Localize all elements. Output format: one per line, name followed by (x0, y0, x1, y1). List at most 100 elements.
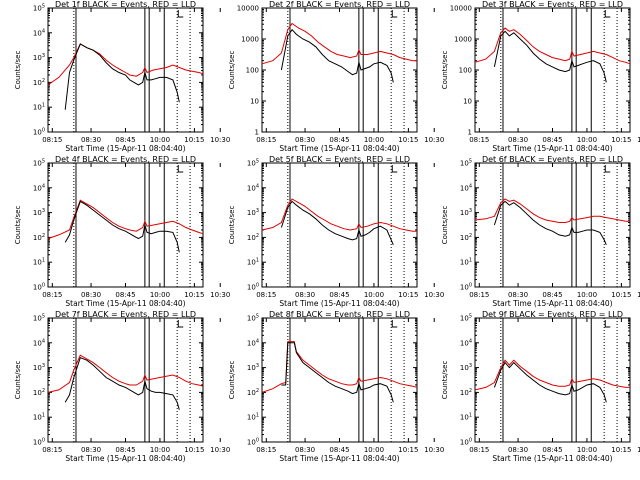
x-tick-label: 08:30 (295, 446, 315, 454)
panel-title: Det 8f BLACK = Events, RED = LLD (269, 310, 410, 319)
y-tick-label: 101 (33, 413, 45, 422)
x-tick-label: 08:30 (508, 136, 528, 144)
x-tick-label: 10:00 (577, 446, 597, 454)
events-series-line (64, 200, 180, 253)
x-axis-label: Start Time (15-Apr-11 08:04:40) (279, 299, 399, 308)
panel-8: Det 8f BLACK = Events, RED = LLD 100 101 10… (228, 310, 444, 463)
y-tick-label: 100 (247, 438, 259, 447)
x-tick-label: 08:15 (42, 291, 62, 299)
x-tick-label: 08:45 (115, 446, 135, 454)
y-tick-label: 105 (247, 314, 259, 323)
y-tick-label: 101 (460, 413, 472, 422)
x-tick-label: 10:00 (150, 291, 170, 299)
x-tick-label: 10:30 (424, 446, 444, 454)
y-tick-label: 100 (33, 128, 45, 137)
y-axis-label: Counts/sec (228, 51, 236, 90)
x-tick-label: 10:30 (637, 291, 640, 299)
y-tick-label: 100 (33, 283, 45, 292)
lld-series-line (47, 43, 204, 86)
x-tick-label: 08:45 (542, 446, 562, 454)
y-tick-label: 102 (33, 233, 45, 242)
plot-frame (47, 7, 204, 133)
x-axis-label: Start Time (15-Apr-11 08:04:40) (279, 454, 399, 463)
x-tick-label: 08:30 (295, 136, 315, 144)
y-tick-label: 104 (33, 338, 45, 347)
x-tick-label: 10:30 (637, 446, 640, 454)
y-axis-label: Counts/sec (14, 51, 22, 90)
lld-series-line (261, 341, 418, 393)
x-tick-label: 08:15 (256, 291, 276, 299)
x-tick-label: 08:45 (542, 136, 562, 144)
plot-frame (474, 7, 631, 133)
y-axis-label: Counts/sec (228, 206, 236, 245)
corner-marker (391, 320, 398, 328)
y-tick-label: 10 (463, 98, 472, 106)
y-tick-label: 100 (246, 67, 259, 75)
panel-title: Det 5f BLACK = Events, RED = LLD (269, 155, 410, 164)
panel-title: Det 9f BLACK = Events, RED = LLD (482, 310, 623, 319)
x-tick-label: 08:15 (256, 136, 276, 144)
y-tick-label: 105 (460, 314, 472, 323)
events-series-line (493, 30, 607, 83)
x-tick-label: 10:15 (398, 291, 418, 299)
x-tick-label: 10:30 (424, 291, 444, 299)
y-tick-label: 105 (33, 314, 45, 323)
y-tick-label: 100 (33, 438, 45, 447)
x-tick-label: 10:15 (184, 446, 204, 454)
panel-title: Det 2f BLACK = Events, RED = LLD (269, 0, 410, 9)
x-tick-label: 08:15 (256, 446, 276, 454)
y-tick-label: 1000 (241, 36, 259, 44)
x-tick-label: 10:15 (184, 291, 204, 299)
x-axis-label: Start Time (15-Apr-11 08:04:40) (279, 144, 399, 153)
events-series-line (64, 43, 180, 110)
lld-series-line (261, 198, 417, 232)
x-axis-label: Start Time (15-Apr-11 08:04:40) (492, 454, 612, 463)
y-axis-label: Counts/sec (441, 361, 449, 400)
y-tick-label: 103 (247, 208, 259, 217)
x-tick-label: 10:00 (577, 136, 597, 144)
y-axis-label: Counts/sec (441, 51, 449, 90)
y-tick-label: 103 (33, 53, 45, 62)
x-tick-label: 08:45 (115, 136, 135, 144)
x-tick-label: 08:30 (81, 446, 101, 454)
plot-frame (261, 7, 418, 133)
y-tick-label: 105 (460, 159, 472, 168)
y-tick-label: 100 (460, 283, 472, 292)
x-tick-label: 10:15 (398, 136, 418, 144)
x-tick-label: 08:45 (542, 291, 562, 299)
y-tick-label: 101 (33, 258, 45, 267)
corner-marker (391, 165, 398, 173)
x-tick-label: 10:15 (611, 136, 631, 144)
panel-title: Det 7f BLACK = Events, RED = LLD (55, 310, 196, 319)
events-series-line (493, 361, 607, 403)
y-tick-label: 102 (33, 388, 45, 397)
y-tick-label: 1000 (454, 36, 472, 44)
lld-series-line (261, 22, 417, 65)
panel-2: Det 2f BLACK = Events, RED = LLD 1 10 100 10… (228, 0, 444, 153)
x-tick-label: 08:15 (42, 446, 62, 454)
y-axis-label: Counts/sec (14, 206, 22, 245)
panel-title: Det 4f BLACK = Events, RED = LLD (55, 155, 196, 164)
panel-title: Det 6f BLACK = Events, RED = LLD (482, 155, 623, 164)
y-axis-label: Counts/sec (441, 206, 449, 245)
y-tick-label: 105 (247, 159, 259, 168)
x-tick-label: 08:15 (469, 291, 489, 299)
y-tick-label: 100 (460, 438, 472, 447)
y-tick-label: 103 (460, 208, 472, 217)
panel-7: Det 7f BLACK = Events, RED = LLD 100 101 10… (14, 310, 230, 463)
panel-title: Det 1f BLACK = Events, RED = LLD (55, 0, 196, 9)
lld-series-line (474, 359, 630, 391)
x-tick-label: 10:15 (184, 136, 204, 144)
y-axis-label: Counts/sec (14, 361, 22, 400)
panel-title: Det 3f BLACK = Events, RED = LLD (482, 0, 623, 9)
x-axis-label: Start Time (15-Apr-11 08:04:40) (492, 299, 612, 308)
y-tick-label: 101 (247, 413, 259, 422)
plot-frame (47, 317, 204, 443)
panel-3: Det 3f BLACK = Events, RED = LLD 1 10 100 10… (441, 0, 640, 153)
x-tick-label: 10:00 (364, 291, 384, 299)
events-series-line (280, 200, 394, 245)
events-series-line (493, 200, 607, 245)
x-tick-label: 08:30 (508, 446, 528, 454)
x-tick-label: 08:45 (329, 291, 349, 299)
